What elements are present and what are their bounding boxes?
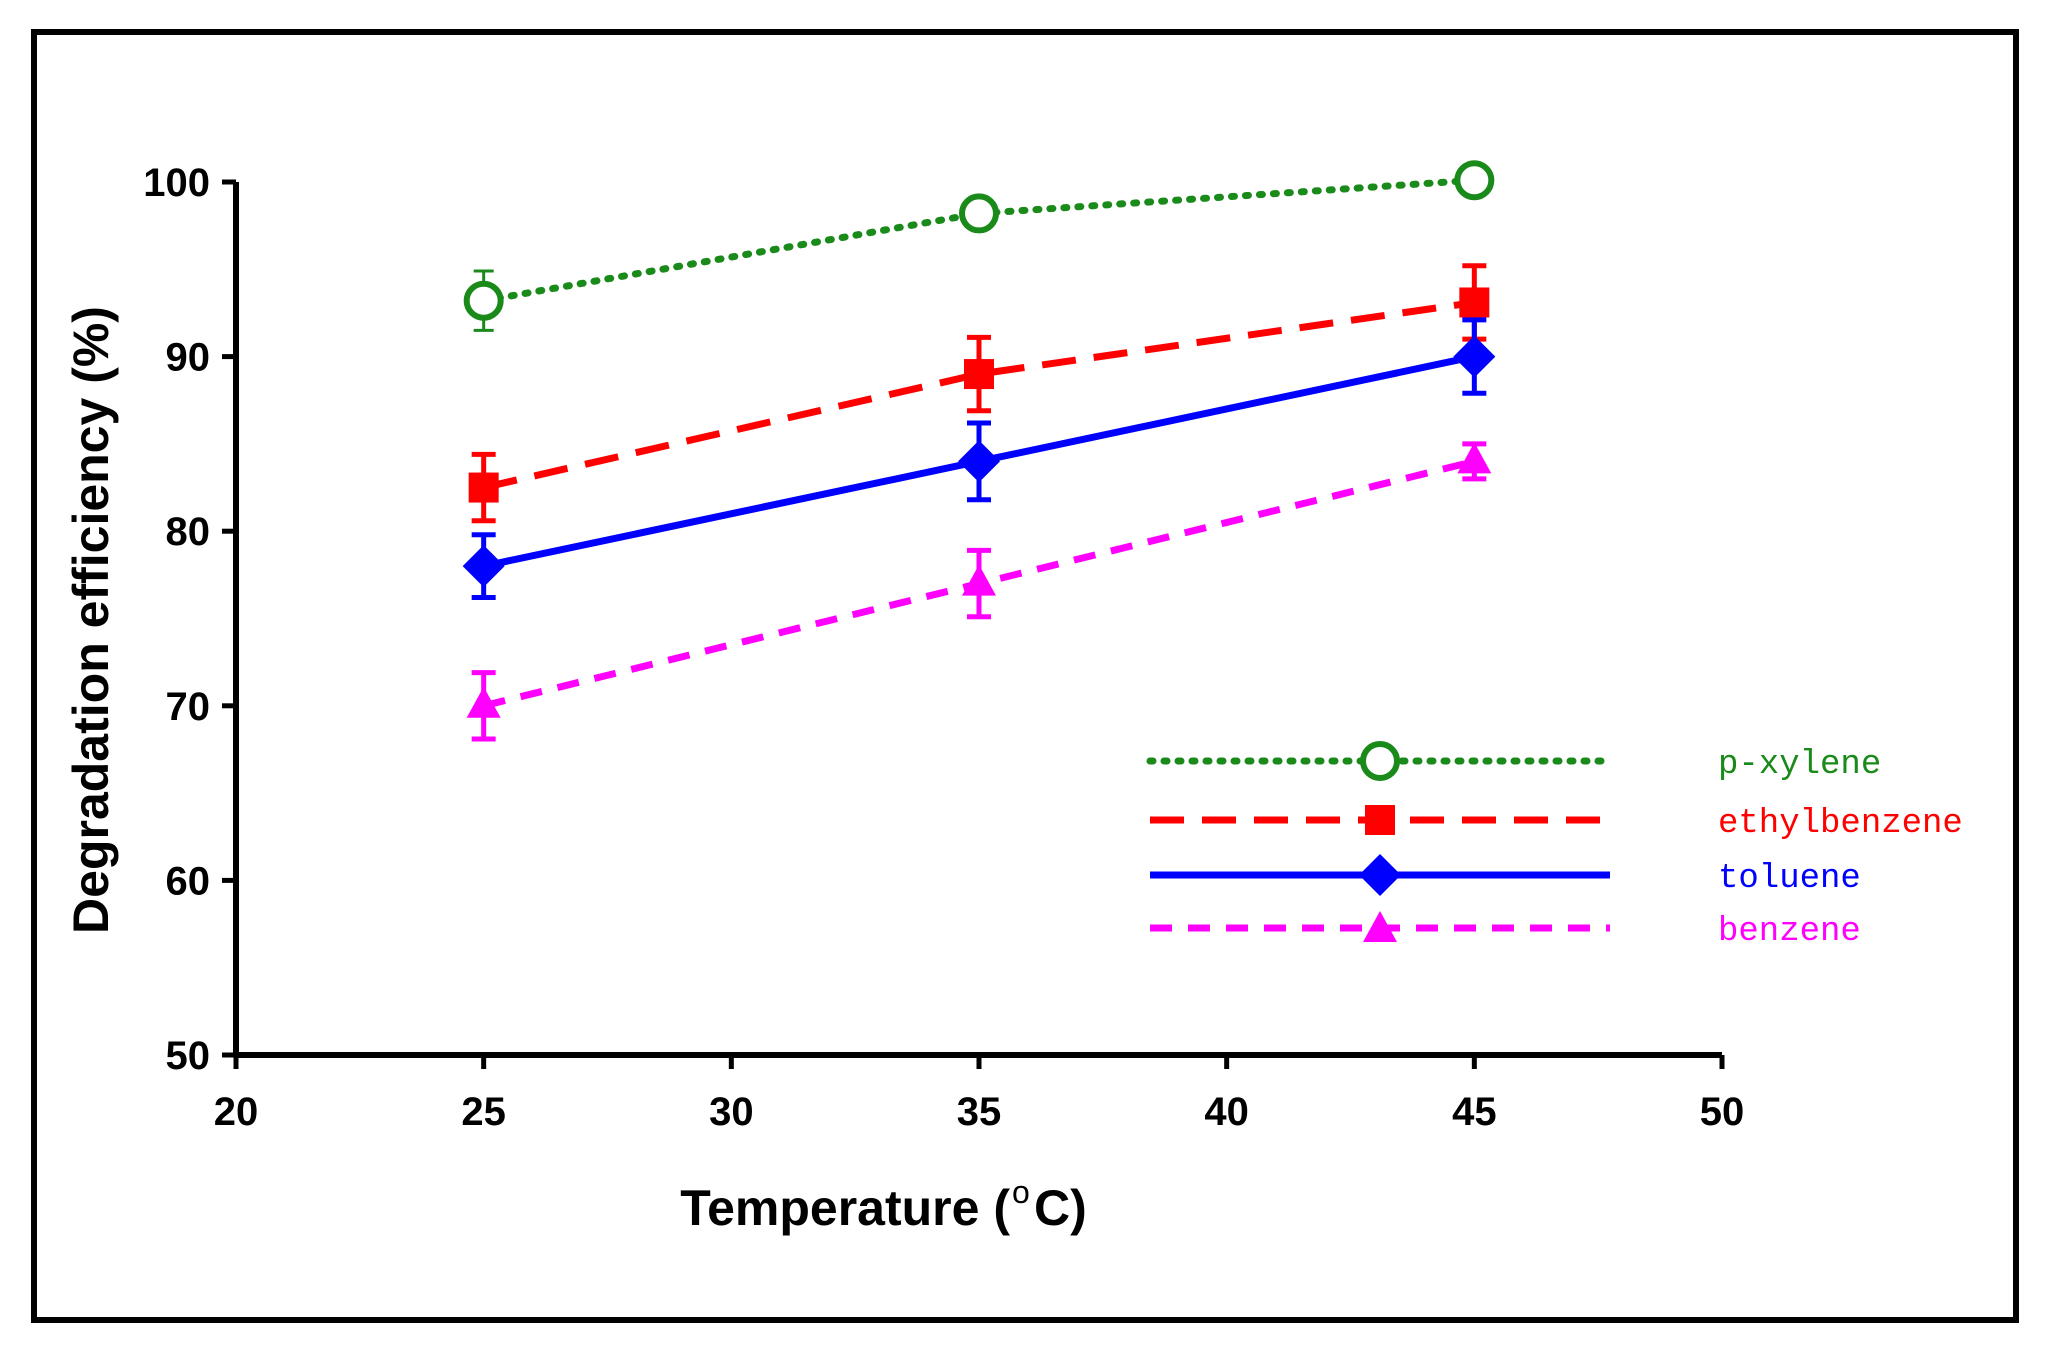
x-tick-label: 45 — [1452, 1090, 1497, 1134]
legend-marker — [1360, 741, 1400, 781]
x-tick-label: 35 — [957, 1090, 1002, 1134]
y-tick-label: 70 — [166, 685, 211, 729]
legend-label: benzene — [1718, 913, 1861, 951]
legend-item-toluene: toluene — [1150, 854, 1861, 898]
legend-marker — [1365, 805, 1395, 835]
data-point — [466, 686, 501, 718]
data-point — [462, 545, 505, 588]
y-tick-label: 50 — [166, 1034, 211, 1078]
data-point — [959, 193, 999, 234]
y-axis-title: Degradation efficiency (%) — [63, 306, 119, 934]
series-toluene — [462, 317, 1496, 601]
x-tick-label: 25 — [461, 1090, 506, 1134]
legend-label: p-xylene — [1718, 746, 1881, 784]
y-tick-label: 100 — [143, 161, 210, 205]
series-ethylbenzene — [468, 263, 1490, 524]
data-point — [1454, 160, 1495, 201]
x-tick-label: 40 — [1204, 1090, 1249, 1134]
data-point — [463, 280, 504, 321]
chart-border — [31, 29, 2019, 1323]
legend-marker — [1363, 911, 1397, 942]
y-tick-label: 80 — [166, 510, 211, 554]
data-point — [1453, 335, 1496, 378]
x-axis-title-main: Temperature ( — [680, 1180, 1010, 1236]
x-tick-label: 50 — [1700, 1090, 1745, 1134]
series-layer — [462, 160, 1496, 742]
legend-item-ethylbenzene: ethylbenzene — [1150, 805, 1963, 843]
data-point — [958, 440, 1000, 483]
legend-marker — [1359, 854, 1401, 896]
y-tick-label: 90 — [166, 336, 211, 380]
data-point — [964, 359, 994, 390]
data-point — [468, 472, 499, 503]
axes: 20 25 30 35 40 45 50 50 60 70 80 90 100 — [143, 161, 1744, 1134]
legend-item-benzene: benzene — [1150, 911, 1861, 951]
series-p-xylene — [463, 160, 1495, 332]
legend-label: toluene — [1718, 860, 1861, 898]
data-point — [962, 564, 996, 596]
series-benzene — [466, 441, 1492, 742]
x-axis-title: Temperature ( — [680, 1180, 1010, 1236]
y-tick-label: 60 — [166, 859, 211, 903]
data-point — [1457, 442, 1492, 474]
x-axis-title-sup: o — [1012, 1174, 1030, 1210]
legend-label: ethylbenzene — [1718, 805, 1963, 843]
x-tick-label: 30 — [709, 1090, 754, 1134]
series-line — [482, 299, 1475, 491]
legend: p-xylene ethylbenzene toluene benzene — [1146, 741, 1963, 951]
data-point — [1459, 287, 1490, 318]
x-axis-title-tail: C) — [1034, 1180, 1087, 1236]
legend-item-p-xylene: p-xylene — [1146, 741, 1881, 784]
x-tick-label: 20 — [214, 1090, 259, 1134]
